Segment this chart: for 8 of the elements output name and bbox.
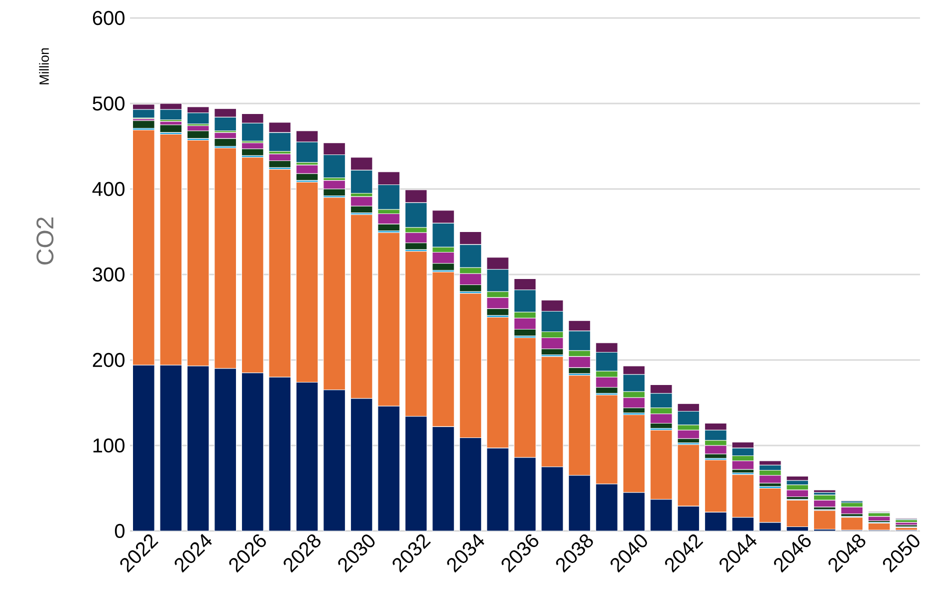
y-tick-label: 300 [92,267,124,282]
y-tick-label: 600 [92,10,124,26]
y-tick-label: 100 [93,438,124,453]
y-tick-label: 200 [92,352,124,368]
y-tick-label: 400 [92,182,124,196]
text: Million [39,48,49,84]
y-tick-label: 500 [92,96,124,111]
y-axis-title: CO2 [36,218,54,264]
